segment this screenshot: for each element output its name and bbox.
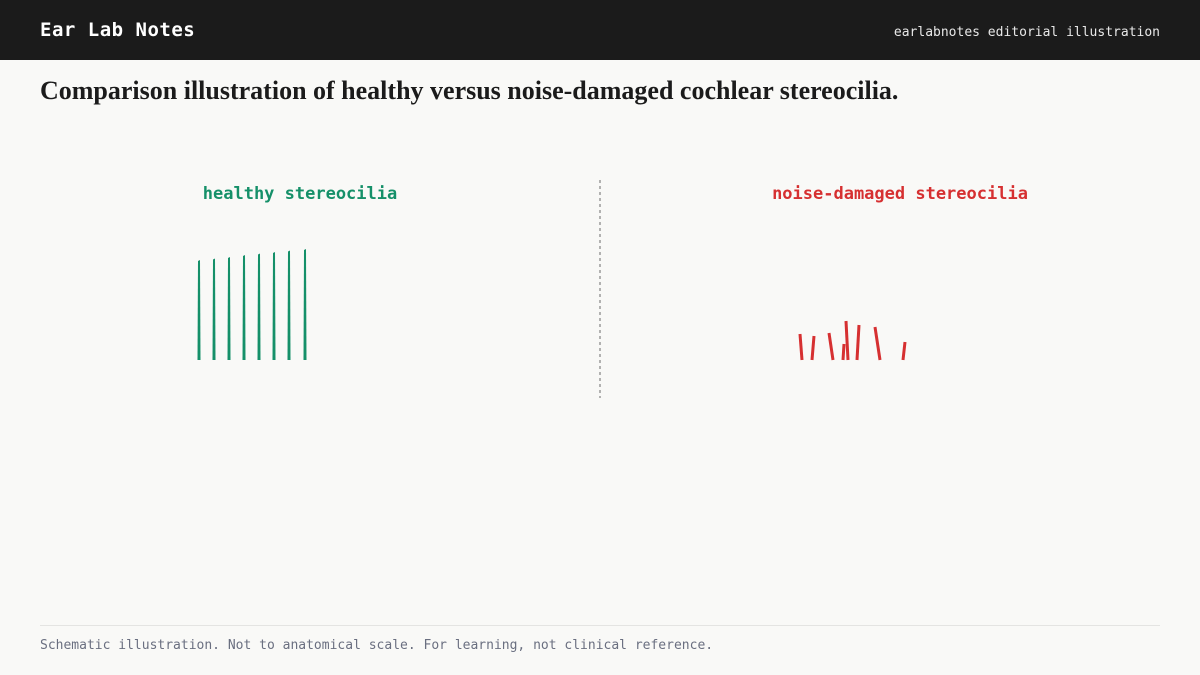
stereocilium [855,324,861,361]
stereocilium [257,253,261,360]
stereocilium [212,258,216,360]
stereocilium [827,332,835,361]
stereocilium [810,335,816,361]
stereocilium [287,250,291,360]
footer-rule [40,625,1160,626]
stereocilium [841,343,846,361]
stereocilium [844,320,850,361]
top-bar: Ear Lab Notes earlabnotes editorial illu… [0,0,1200,60]
panel-label: noise-damaged stereocilia [772,184,1028,204]
stereocilium [242,255,246,360]
panel-label: healthy stereocilia [203,184,397,204]
stereocilium [303,249,307,360]
stereocilium [901,341,907,361]
tagline: earlabnotes editorial illustration [893,25,1160,40]
stereocilium [873,326,882,361]
stereocilium [227,257,231,360]
damaged-bundle [798,320,907,361]
footer-note: Schematic illustration. Not to anatomica… [40,638,714,653]
site-title: Ear Lab Notes [40,19,196,41]
stereocilium [197,260,201,360]
heading: Comparison illustration of healthy versu… [40,76,899,105]
healthy-bundle [197,249,307,360]
stereocilium [272,252,276,360]
stereocilium [798,333,804,361]
